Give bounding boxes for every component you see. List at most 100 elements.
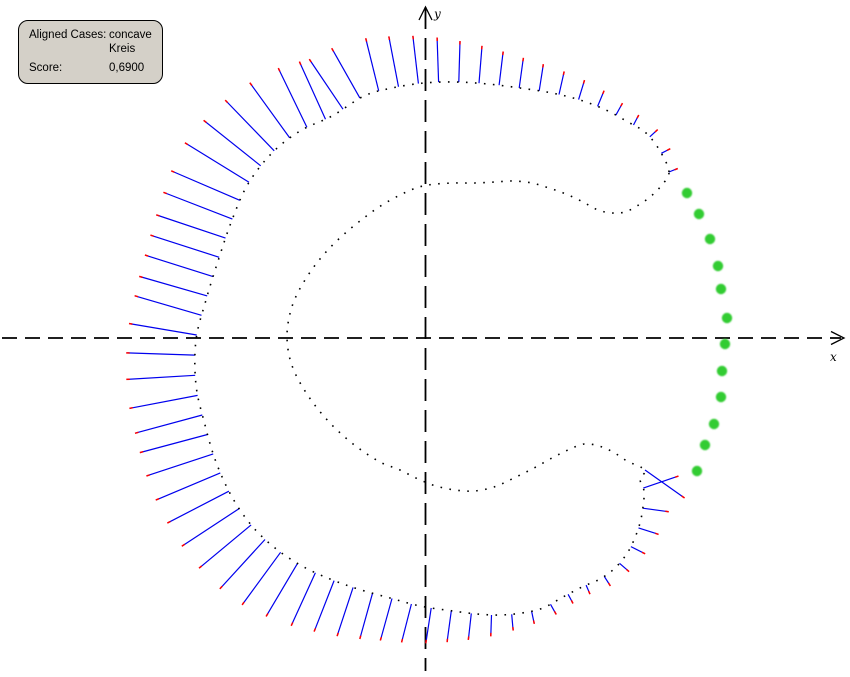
normal-tip [602,90,605,95]
normal-tip [532,620,536,625]
normal-line [219,539,266,589]
normal-tip [203,119,207,124]
normal-line [425,607,432,643]
normal-tip [379,636,383,641]
normal-tip [308,58,312,63]
normal-tip [198,565,203,569]
normal-line [642,507,669,513]
normal-line [379,598,393,641]
y-axis-arrow-icon [418,5,433,21]
normal-tip [155,498,160,501]
aligned-cases-label-spacer [29,42,109,56]
normal-tip [542,63,545,68]
model-point [708,418,720,430]
normal-tip [146,474,150,477]
normal-line [277,68,308,128]
normal-line [184,142,250,183]
normal-tip [150,234,154,237]
aligned-cases-value-2: Kreis [109,43,136,55]
normal-line [265,563,299,617]
aligned-cases-box: Aligned Cases: concave Kreis Score: 0,69… [18,20,163,84]
normal-line [129,394,198,409]
normal-line [538,64,544,91]
normal-line [225,100,275,152]
y-axis-label: y [433,7,441,21]
normal-tip [388,36,391,41]
normal-line [249,82,291,139]
normal-line [518,58,524,88]
aligned-cases-value-1: concave [109,29,152,41]
normal-tip [249,82,253,86]
normal-tip [331,47,335,52]
normal-tip [139,450,144,454]
normal-line [199,524,252,569]
normal-tip [655,532,659,536]
normal-tip [163,191,167,195]
normal-line [309,59,344,110]
x-axis-label: x [830,350,837,364]
normal-line [644,469,685,499]
normal-tip [155,214,160,217]
model-point [699,439,711,451]
normal-tip [587,590,591,595]
normal-line [150,234,220,258]
normal-line [412,36,419,84]
normal-line [467,613,472,640]
normal-line [140,433,208,454]
normal-line [331,48,361,99]
normal-tip [666,148,671,151]
normal-line [146,453,214,477]
normal-line [171,170,241,201]
normal-line [181,508,240,547]
normal-line [359,593,374,639]
normal-tip [553,611,557,615]
normal-line [129,323,197,336]
normal-tip [364,38,368,42]
normal-tip [570,600,574,604]
model-point [704,233,716,245]
normal-line [336,587,354,636]
normal-line [163,191,233,220]
normal-line [139,275,208,297]
normal-line [126,352,195,356]
normal-tip [313,628,317,632]
normal-tip [129,406,133,410]
normal-line [388,36,400,87]
normal-line [156,214,226,239]
normal-line [134,295,202,316]
normal-line [365,38,380,92]
normal-tip [336,632,339,637]
normal-line [155,472,221,501]
normal-line [638,527,659,535]
normal-line [436,37,440,83]
normal-line [458,41,461,83]
normal-line [643,475,679,489]
normal-line [446,610,452,642]
normal-tip [641,551,646,555]
normal-tip [636,114,640,119]
model-point [712,260,724,272]
normal-line [478,46,483,84]
concave-shape-dotted-outline [194,81,670,616]
normal-tip [607,582,612,587]
normal-tip [138,275,143,279]
model-point [716,365,728,377]
normal-line [203,120,262,167]
normal-tip [425,639,428,644]
model-point [719,338,731,350]
normal-tip [265,613,269,617]
model-point [693,208,705,220]
score-value: 0,6900 [109,62,145,74]
normal-tip [674,167,679,171]
normal-tip [522,57,525,62]
normal-tip [241,601,245,606]
normal-tip [359,635,362,640]
normal-line [126,374,196,380]
normal-line [578,80,585,100]
normal-line [558,71,565,95]
normal-line [498,51,504,86]
normal-tip [134,294,139,298]
normal-line [241,551,282,605]
model-point [691,465,703,477]
normal-tip [654,129,659,133]
